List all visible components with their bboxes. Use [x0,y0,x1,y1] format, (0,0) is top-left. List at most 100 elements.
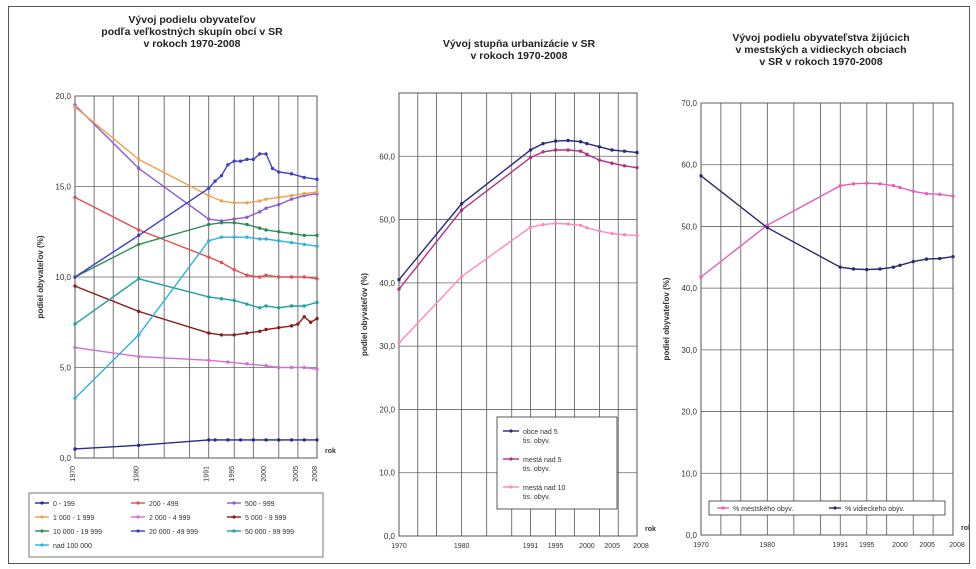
y-tick-label: 60,0 [681,161,697,170]
data-point [207,217,211,221]
legend-marker [40,543,44,547]
data-point [851,267,856,271]
data-point [277,230,281,234]
y-tick-label: 20,0 [55,92,71,101]
data-point [302,438,306,442]
data-point [302,275,306,279]
x-tick-label: 1980 [760,542,776,549]
data-point [257,210,262,214]
y-tick-label: 30,0 [379,342,395,351]
data-point [315,277,319,281]
data-point [277,195,281,200]
legend-marker [136,501,140,505]
data-point [315,367,319,372]
data-point [219,333,224,337]
x-tick-label: 1970 [70,466,77,482]
data-point [219,235,224,239]
data-point [277,438,281,442]
data-point [226,163,230,167]
data-point [585,226,589,230]
data-point [838,183,842,188]
series-line [398,149,638,290]
data-point [289,240,294,245]
data-point [528,155,533,160]
data-point [264,197,268,201]
data-point [257,152,262,156]
y-tick-label: 15,0 [55,183,71,192]
data-point [302,242,306,247]
data-point [315,300,319,305]
data-point [566,148,570,152]
data-point [699,275,703,279]
data-point [207,438,211,442]
data-point [397,341,401,345]
series-line [74,346,318,370]
series-line [74,278,318,325]
data-point [219,173,224,178]
x-tick-label: 2005 [293,466,300,482]
data-point [924,257,929,261]
data-point [257,226,262,230]
data-point [251,157,256,162]
data-point [397,277,401,282]
series-3 [73,103,319,223]
data-point [136,228,141,232]
y-axis-label: podiel obyvateľov (%) [36,235,45,318]
data-point [257,306,262,310]
chart-title-line: v rokoch 1970-2008 [471,50,568,62]
legend-label: 1 000 - 1 999 [53,515,94,522]
data-point [951,194,955,198]
data-point [578,149,583,153]
data-point [251,438,256,442]
data-point [459,208,464,212]
data-point [302,233,306,238]
series-1 [397,138,639,282]
data-point [315,177,319,181]
data-point [610,148,614,152]
data-point [232,268,236,272]
x-tick-label: 1991 [204,466,211,482]
data-point [765,223,770,227]
x-tick-label: 2008 [949,542,965,549]
data-point [264,363,268,368]
data-point [219,297,224,301]
data-point [622,149,627,153]
data-point [911,189,915,193]
data-point [245,215,249,219]
data-point [207,358,211,362]
data-point [136,277,141,281]
y-axis-label: podiel obyvateľov (%) [360,273,369,356]
x-tick-label: 2005 [604,543,620,550]
data-point [264,438,268,442]
legend-label: obce nad 5 [523,429,558,436]
data-point [238,159,243,163]
data-point [73,322,77,326]
legend-label: % vidieckeho obyv. [845,506,904,513]
chart-2: Vývoj stupňa urbanizácie v SRv rokoch 19… [360,38,656,550]
legend-marker [232,529,236,533]
x-tick-label: 1970 [693,542,709,549]
data-point [245,222,249,227]
data-point [898,185,902,190]
x-tick-label: 1995 [548,543,564,550]
chart-title-line: Vývoj podielu obyvateľov [128,14,255,26]
data-point [136,157,141,162]
data-point [213,179,217,183]
data-point [541,222,545,227]
series-3 [397,221,639,345]
data-point [264,206,268,210]
data-point [578,140,583,144]
data-point [226,360,230,364]
legend-marker [833,506,837,510]
data-point [219,199,224,203]
data-point [289,275,294,279]
data-point [597,145,602,149]
legend-label: % mestského obyv. [733,506,793,513]
data-point [219,260,224,265]
legend-label: mestá nad 5 [523,457,562,464]
y-tick-label: 20,0 [681,408,697,417]
y-tick-label: 10,0 [681,469,697,478]
series-line [74,196,318,280]
data-point [245,302,249,306]
